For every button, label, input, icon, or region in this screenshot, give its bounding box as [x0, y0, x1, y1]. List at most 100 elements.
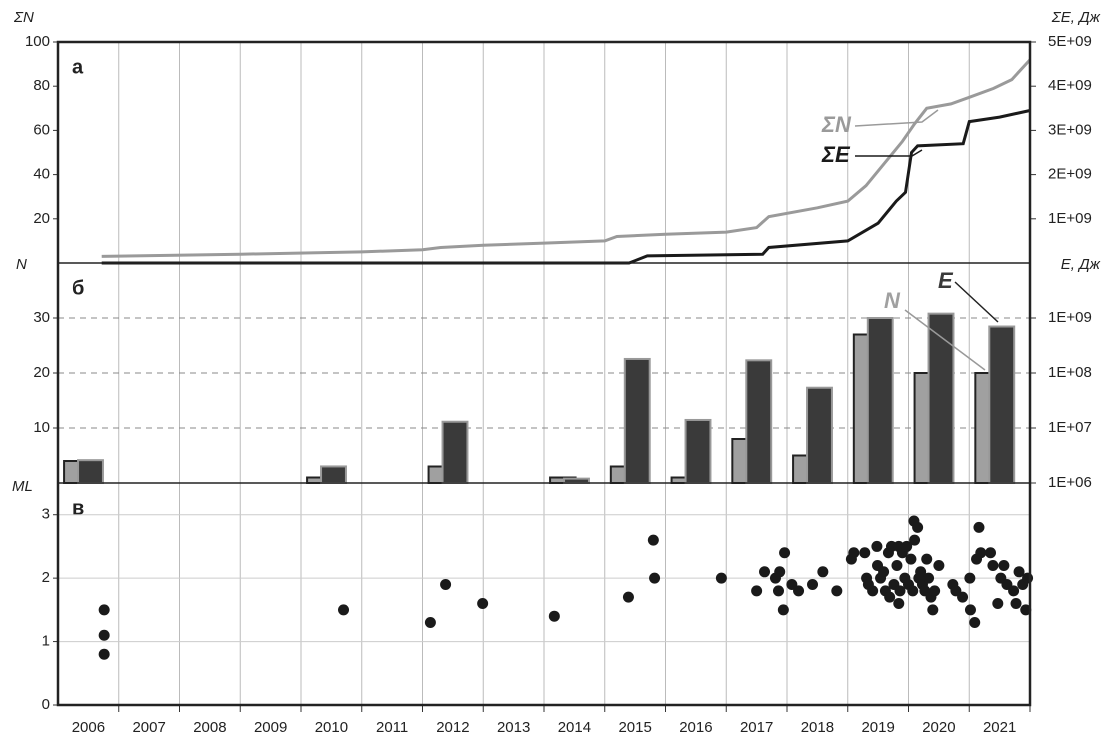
x-tick-label: 2020 — [922, 719, 955, 736]
point — [649, 572, 661, 584]
y2-tick-label: 1E+09 — [1048, 210, 1092, 227]
point — [1008, 585, 1020, 597]
point — [915, 566, 927, 578]
y-tick-label: 100 — [25, 33, 50, 50]
bar — [77, 459, 104, 484]
bar — [745, 359, 773, 485]
y-tick-label: 30 — [33, 309, 50, 326]
x-tick-label: 2010 — [315, 719, 348, 736]
x-tick-label: 2014 — [558, 719, 591, 736]
point — [891, 559, 903, 571]
point — [975, 547, 987, 559]
point — [779, 547, 791, 559]
point — [893, 598, 905, 610]
y-tick-label: 40 — [33, 166, 50, 183]
y2-tick-label: 1E+07 — [1048, 419, 1092, 436]
y-tick-label: 0 — [42, 696, 50, 713]
y-tick-label: 10 — [33, 419, 50, 436]
point — [998, 559, 1010, 571]
point — [859, 547, 871, 559]
point — [907, 585, 919, 597]
bar — [927, 312, 955, 484]
x-tick-label: 2012 — [436, 719, 469, 736]
x-tick-label: 2015 — [618, 719, 651, 736]
point — [964, 604, 976, 616]
point — [440, 578, 452, 590]
x-tick-label: 2013 — [497, 719, 530, 736]
plot-frame — [56, 40, 1032, 707]
bar — [441, 420, 469, 485]
leader-line — [854, 109, 939, 127]
point — [831, 585, 843, 597]
x-tick-label: 2007 — [132, 719, 165, 736]
point — [905, 553, 917, 565]
bar — [806, 386, 833, 485]
point — [985, 547, 997, 559]
point — [933, 559, 945, 571]
point — [793, 585, 805, 597]
bar — [684, 418, 712, 484]
series-label: E — [938, 268, 954, 293]
point — [548, 610, 560, 622]
point — [807, 578, 819, 590]
point — [817, 566, 829, 578]
point — [973, 521, 985, 533]
point — [969, 617, 981, 629]
point — [759, 566, 771, 578]
panel-label: б — [72, 277, 84, 299]
point — [647, 534, 659, 546]
point — [772, 585, 784, 597]
point — [987, 559, 999, 571]
bar — [623, 357, 651, 485]
point — [957, 591, 969, 603]
point — [1013, 566, 1025, 578]
point — [909, 534, 921, 546]
y2-tick-label: 4E+09 — [1048, 77, 1092, 94]
y2-axis-label: E, Дж — [1061, 256, 1101, 273]
y-tick-label: 60 — [33, 121, 50, 138]
series-label: ΣN — [821, 112, 852, 137]
y2-axis-label: ΣE, Дж — [1051, 9, 1101, 26]
x-tick-label: 2009 — [254, 719, 287, 736]
point — [927, 604, 939, 616]
y-tick-label: 1 — [42, 633, 50, 650]
x-tick-label: 2021 — [983, 719, 1016, 736]
y-tick-label: 2 — [42, 569, 50, 586]
point — [751, 585, 763, 597]
point — [929, 585, 941, 597]
y-axis-label: ΣN — [13, 9, 34, 26]
point — [884, 591, 896, 603]
bar — [866, 317, 894, 484]
x-tick-label: 2016 — [679, 719, 712, 736]
point — [98, 604, 110, 616]
point — [923, 572, 935, 584]
x-tick-label: 2019 — [861, 719, 894, 736]
point — [777, 604, 789, 616]
y2-tick-label: 2E+09 — [1048, 166, 1092, 183]
series-label: ΣE — [821, 142, 851, 167]
point — [98, 629, 110, 641]
line-series — [101, 58, 1032, 258]
y-axis-label: N — [16, 256, 27, 273]
point — [774, 566, 786, 578]
y2-tick-label: 1E+09 — [1048, 309, 1092, 326]
point — [867, 585, 879, 597]
x-tick-label: 2006 — [72, 719, 105, 736]
point — [992, 598, 1004, 610]
point — [871, 540, 883, 552]
y2-tick-label: 3E+09 — [1048, 121, 1092, 138]
point — [1022, 572, 1034, 584]
x-tick-label: 2017 — [740, 719, 773, 736]
point — [338, 604, 350, 616]
y-axis-label: ML — [12, 478, 33, 495]
point — [878, 566, 890, 578]
y2-tick-label: 1E+06 — [1048, 474, 1092, 491]
point — [848, 547, 860, 559]
series-label: N — [884, 288, 901, 313]
point — [477, 598, 489, 610]
leader-line — [904, 309, 986, 371]
leader-line — [954, 281, 999, 323]
y-tick-label: 3 — [42, 506, 50, 523]
panel-label: а — [72, 56, 84, 78]
